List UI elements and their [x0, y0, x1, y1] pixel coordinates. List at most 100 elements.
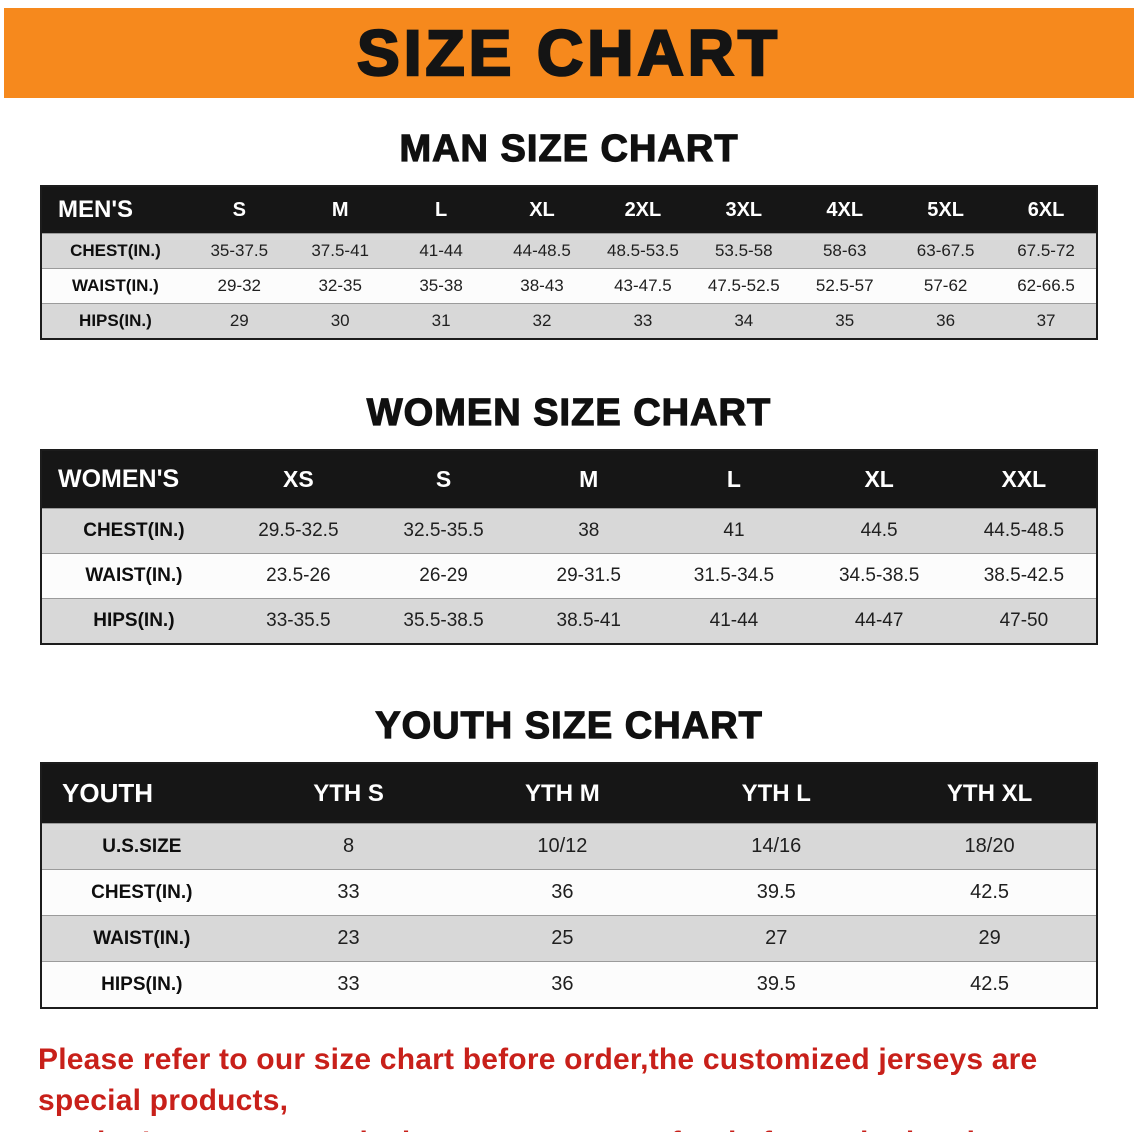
men-section: MAN SIZE CHART MEN'S S M L XL 2XL 3XL 4XL 5XL 6XL…: [0, 127, 1138, 340]
data-cell: 10/12: [455, 823, 670, 870]
data-cell: 44-47: [806, 598, 952, 644]
men-table-title: MEN'S: [41, 186, 189, 234]
data-cell: 41-44: [390, 233, 492, 269]
data-cell: 30: [289, 303, 391, 339]
disclaimer-line-2: we don't accept cancel, change, teturn o…: [38, 1122, 1100, 1132]
data-cell: 33: [241, 961, 456, 1008]
table-row: CHEST(IN.) 33 36 39.5 42.5: [41, 869, 1097, 916]
women-section-heading: WOMEN SIZE CHART: [366, 391, 772, 434]
data-cell: 37.5-41: [289, 233, 391, 269]
data-cell: 38.5-42.5: [951, 553, 1097, 599]
data-cell: 36: [455, 869, 670, 916]
data-cell: 23.5-26: [225, 553, 371, 599]
data-cell: 43-47.5: [592, 268, 694, 304]
header-row: YOUTH YTH S YTH M YTH L YTH XL: [41, 763, 1097, 824]
data-cell: 14/16: [669, 823, 884, 870]
data-cell: 58-63: [794, 233, 896, 269]
data-cell: 42.5: [883, 869, 1097, 916]
data-cell: 33: [592, 303, 694, 339]
data-cell: 34.5-38.5: [806, 553, 952, 599]
size-header-cell: XXL: [951, 450, 1097, 509]
men-size-table: MEN'S S M L XL 2XL 3XL 4XL 5XL 6XL CHEST(IN.) 35-37…: [40, 185, 1098, 340]
size-header-cell: M: [289, 186, 391, 234]
data-cell: 8: [241, 823, 456, 870]
data-cell: 35-37.5: [188, 233, 290, 269]
size-header-cell: YTH L: [669, 763, 884, 824]
data-cell: 31: [390, 303, 492, 339]
data-cell: 42.5: [883, 961, 1097, 1008]
youth-section-heading: YOUTH SIZE CHART: [375, 704, 763, 747]
size-header-cell: 2XL: [592, 186, 694, 234]
men-section-heading: MAN SIZE CHART: [399, 127, 739, 170]
data-cell: 44.5-48.5: [951, 508, 1097, 554]
size-header-cell: 3XL: [693, 186, 795, 234]
youth-section: YOUTH SIZE CHART YOUTH YTH S YTH M YTH L YTH…: [0, 704, 1138, 1009]
data-cell: 27: [669, 915, 884, 962]
data-cell: 36: [895, 303, 997, 339]
data-cell: 38.5-41: [516, 598, 662, 644]
row-label: WAIST(IN.): [41, 553, 226, 599]
row-label: WAIST(IN.): [41, 915, 242, 962]
size-header-cell: XL: [806, 450, 952, 509]
size-header-cell: XS: [225, 450, 371, 509]
disclaimer: Please refer to our size chart before or…: [38, 1039, 1100, 1132]
data-cell: 34: [693, 303, 795, 339]
data-cell: 29: [188, 303, 290, 339]
size-header-cell: XL: [491, 186, 593, 234]
header-row: WOMEN'S XS S M L XL XXL: [41, 450, 1097, 509]
data-cell: 44.5: [806, 508, 952, 554]
row-label: CHEST(IN.): [41, 233, 189, 269]
table-row: HIPS(IN.) 33-35.5 35.5-38.5 38.5-41 41-44 44-…: [41, 598, 1097, 644]
table-row: HIPS(IN.) 33 36 39.5 42.5: [41, 961, 1097, 1008]
women-size-table: WOMEN'S XS S M L XL XXL CHEST(IN.) 29.5-32.5 32.5…: [40, 449, 1098, 645]
women-table-title: WOMEN'S: [41, 450, 226, 509]
size-chart-banner: SIZE CHART: [4, 8, 1134, 98]
data-cell: 48.5-53.5: [592, 233, 694, 269]
size-header-cell: S: [188, 186, 290, 234]
data-cell: 32: [491, 303, 593, 339]
table-row: WAIST(IN.) 23 25 27 29: [41, 915, 1097, 962]
row-label: U.S.SIZE: [41, 823, 242, 870]
size-header-cell: 4XL: [794, 186, 896, 234]
data-cell: 36: [455, 961, 670, 1008]
size-header-cell: 6XL: [996, 186, 1097, 234]
row-label: HIPS(IN.): [41, 598, 226, 644]
data-cell: 29-31.5: [516, 553, 662, 599]
data-cell: 35.5-38.5: [370, 598, 517, 644]
data-cell: 39.5: [669, 961, 884, 1008]
row-label: WAIST(IN.): [41, 268, 189, 304]
table-row: U.S.SIZE 8 10/12 14/16 18/20: [41, 823, 1097, 870]
data-cell: 33: [241, 869, 456, 916]
data-cell: 31.5-34.5: [661, 553, 807, 599]
data-cell: 63-67.5: [895, 233, 997, 269]
data-cell: 32.5-35.5: [370, 508, 517, 554]
data-cell: 23: [241, 915, 456, 962]
data-cell: 62-66.5: [996, 268, 1097, 304]
data-cell: 35-38: [390, 268, 492, 304]
youth-size-table-wrap: YOUTH YTH S YTH M YTH L YTH XL U.S.SIZE 8 10/12…: [40, 762, 1098, 1009]
data-cell: 18/20: [883, 823, 1097, 870]
data-cell: 57-62: [895, 268, 997, 304]
data-cell: 44-48.5: [491, 233, 593, 269]
women-section: WOMEN SIZE CHART WOMEN'S XS S M L XL XXL CHEST(…: [0, 391, 1138, 645]
table-row: WAIST(IN.) 23.5-26 26-29 29-31.5 31.5-34.5 34…: [41, 553, 1097, 599]
table-row: WAIST(IN.) 29-32 32-35 35-38 38-43 43-47.5 47.…: [41, 268, 1097, 304]
header-row: MEN'S S M L XL 2XL 3XL 4XL 5XL 6XL: [41, 186, 1097, 234]
data-cell: 29: [883, 915, 1097, 962]
row-label: HIPS(IN.): [41, 303, 189, 339]
size-header-cell: M: [516, 450, 662, 509]
disclaimer-line-1: Please refer to our size chart before or…: [38, 1043, 1038, 1118]
row-label: CHEST(IN.): [41, 869, 242, 916]
data-cell: 32-35: [289, 268, 391, 304]
table-row: CHEST(IN.) 29.5-32.5 32.5-35.5 38 41 44.5 44.5…: [41, 508, 1097, 554]
size-header-cell: YTH S: [241, 763, 456, 824]
data-cell: 47.5-52.5: [693, 268, 795, 304]
data-cell: 25: [455, 915, 670, 962]
size-header-cell: L: [661, 450, 807, 509]
men-size-table-wrap: MEN'S S M L XL 2XL 3XL 4XL 5XL 6XL CHEST(IN.) 35-37…: [40, 185, 1098, 340]
data-cell: 37: [996, 303, 1097, 339]
size-header-cell: L: [390, 186, 492, 234]
data-cell: 29-32: [188, 268, 290, 304]
data-cell: 52.5-57: [794, 268, 896, 304]
banner-title: SIZE CHART: [356, 16, 781, 91]
